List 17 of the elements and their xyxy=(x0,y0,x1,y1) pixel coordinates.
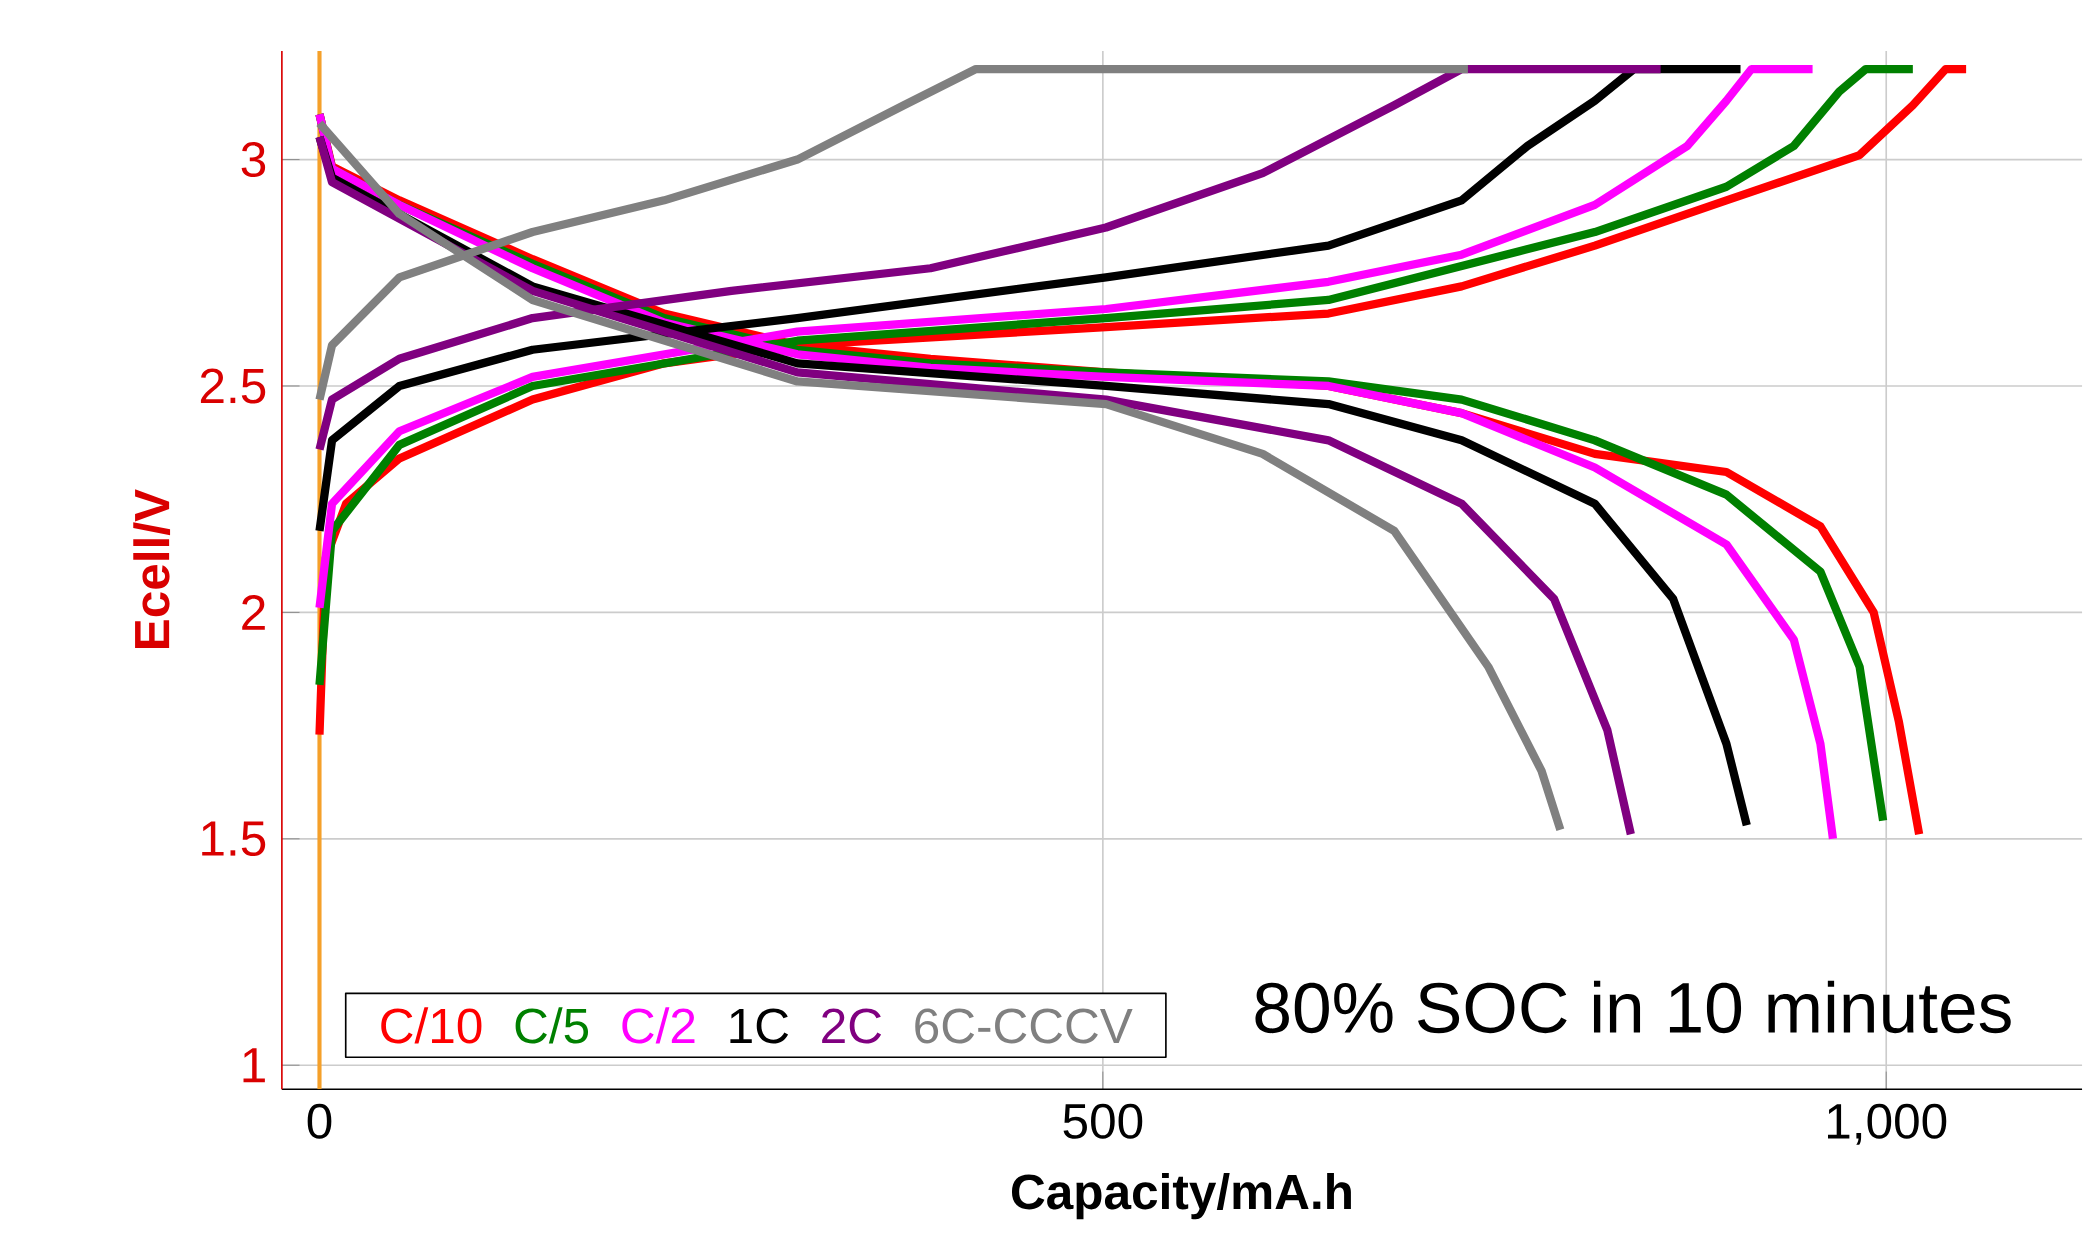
y-axis-title: Ecell/V xyxy=(133,489,171,648)
y-tick-label: 1.5 xyxy=(202,821,266,857)
x-tick-label: 500 xyxy=(1063,1103,1143,1139)
text: 1C xyxy=(730,1008,789,1044)
text: C/5 xyxy=(515,1007,589,1044)
text: 2C xyxy=(822,1008,882,1044)
y-tick-label: 1 xyxy=(243,1048,265,1083)
text: C/10 xyxy=(381,1007,482,1044)
text: 6C-CCCV xyxy=(915,1008,1133,1044)
x-tick-label: 1,000 xyxy=(1828,1103,1947,1145)
annotation: 80% SOC in 10 minutes xyxy=(1255,980,2011,1034)
x-tick-label: 0 xyxy=(307,1103,332,1139)
x-axis-title: Capacity/mA.h xyxy=(1011,1173,1351,1220)
y-tick-label: 2 xyxy=(242,595,265,630)
y-tick-label: 3 xyxy=(241,142,266,178)
y-tick-label: 2.5 xyxy=(200,368,266,404)
text: C/2 xyxy=(622,1007,695,1044)
